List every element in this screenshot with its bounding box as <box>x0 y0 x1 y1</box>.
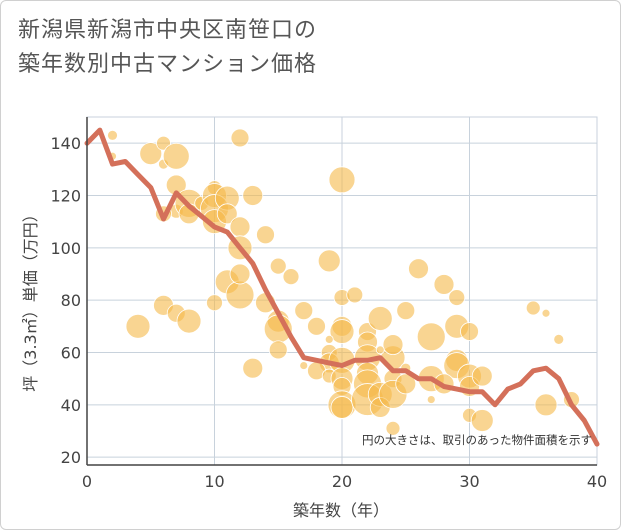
bubble-point <box>426 395 436 404</box>
bubble-point <box>408 258 429 280</box>
bubble-point <box>242 357 264 379</box>
y-tick-label: 60 <box>61 343 81 362</box>
x-tick-label: 30 <box>459 472 479 491</box>
x-tick-label: 0 <box>82 472 92 491</box>
bubble-point <box>125 313 151 339</box>
trend-series <box>84 127 600 447</box>
bubble-point <box>307 316 326 336</box>
chart-title-line-2: 築年数別中古マンション価格 <box>18 52 318 77</box>
bubble-point <box>395 373 417 395</box>
y-axis-label: 坪（3.3㎡）単価（万円） <box>21 206 40 391</box>
y-tick-label: 20 <box>61 448 81 467</box>
bubble-point <box>107 129 118 141</box>
bubble-point <box>367 306 393 331</box>
bubble-point <box>242 185 264 206</box>
y-tick-label: 100 <box>50 239 81 258</box>
axes: 0 10 20 30 40 20 40 60 80 100 120 140 <box>50 117 607 491</box>
bubble-point <box>230 128 250 148</box>
bubble-point <box>553 334 565 345</box>
chart-title-line-1: 新潟県新潟市中央区南笹口の <box>18 18 318 43</box>
bubble-point <box>385 420 401 436</box>
y-tick-label: 140 <box>50 134 81 153</box>
bubble-point <box>268 340 288 360</box>
bubble-point <box>470 409 494 432</box>
bubble-point <box>416 322 446 352</box>
bubble-point <box>294 301 314 321</box>
bubble-point <box>382 334 404 356</box>
x-tick-label: 10 <box>204 472 224 491</box>
bubble-point <box>225 280 255 310</box>
bubble-point <box>324 335 334 344</box>
bubble-point <box>330 396 354 419</box>
bubble-point <box>396 301 416 321</box>
chart-title: 新潟県新潟市中央区南笹口の 築年数別中古マンション価格 <box>18 14 578 82</box>
bubble-size-note: 円の大きさは、取引のあった物件面積を示す <box>362 433 592 447</box>
bubble-point <box>329 319 355 344</box>
bubble-point <box>206 294 223 312</box>
bubble-point <box>317 249 341 273</box>
bubble-point <box>229 263 251 285</box>
bubble-point <box>229 216 251 238</box>
x-tick-label: 40 <box>587 472 607 491</box>
y-tick-label: 120 <box>50 186 81 205</box>
bubble-point <box>162 142 190 170</box>
bubble-point <box>328 166 356 194</box>
x-tick-label: 20 <box>332 472 352 491</box>
bubble-point <box>139 142 163 166</box>
bubble-point <box>375 345 385 355</box>
bubble-point <box>299 361 309 370</box>
x-axis-label: 築年数（年） <box>293 501 389 520</box>
y-tick-label: 40 <box>61 396 81 415</box>
bubble-point <box>448 289 466 306</box>
bubble-point <box>256 225 275 245</box>
bubble-point <box>216 203 238 225</box>
bubble-point <box>460 322 479 341</box>
bubble-point <box>541 308 551 318</box>
bubble-point <box>525 300 541 316</box>
bubble-point <box>433 274 455 295</box>
bubble-point <box>269 257 287 275</box>
bubble-point <box>534 393 558 417</box>
bubble-point <box>176 308 202 334</box>
y-tick-label: 80 <box>61 291 81 310</box>
bubble-series <box>107 128 580 436</box>
bubble-point <box>282 268 300 286</box>
bubble-point <box>346 286 364 304</box>
bubble-point <box>471 365 493 387</box>
trend-line <box>84 127 600 447</box>
